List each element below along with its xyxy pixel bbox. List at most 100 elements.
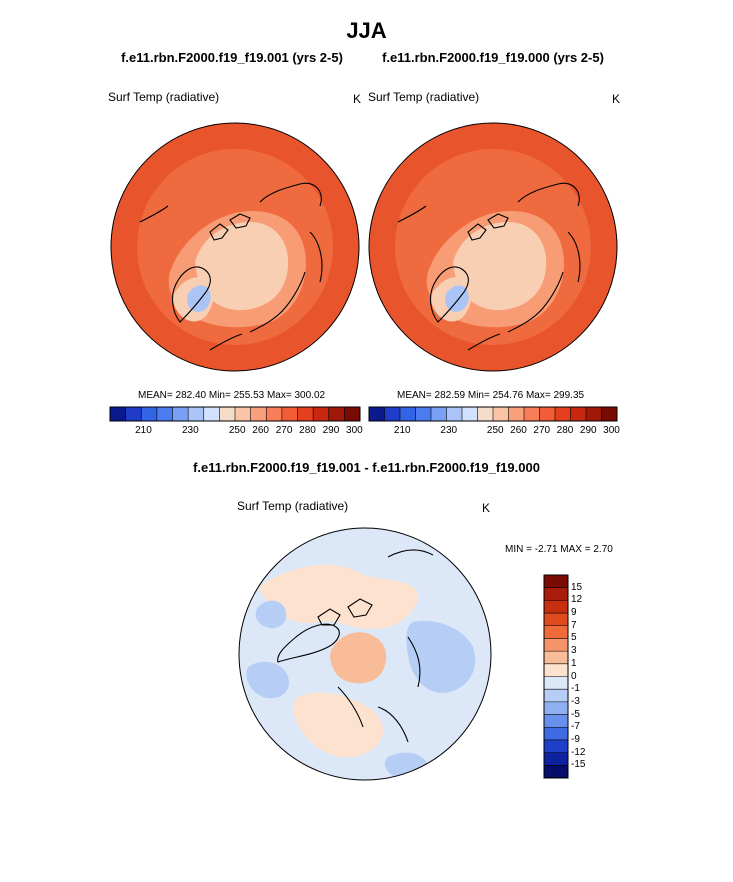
colorbar-swatch: [544, 651, 568, 665]
diff-negative-region: [406, 620, 476, 693]
difference-field-label: Surf Temp (radiative): [237, 499, 349, 513]
colorbar-tick-label: 230: [440, 425, 458, 436]
figure-title: JJA: [346, 18, 387, 43]
colorbar-swatch: [125, 407, 142, 421]
panel-2-stats: MEAN= 282.59 Min= 254.76 Max= 299.35: [397, 390, 585, 401]
colorbar-tick-label: 5: [571, 632, 577, 644]
colorbar-tick-label: 270: [275, 425, 293, 436]
coastlines: [139, 182, 323, 351]
colorbar-swatch: [493, 407, 509, 421]
arctic-interior: [195, 222, 289, 311]
colorbar-swatch: [544, 613, 568, 627]
colorbar-swatch: [544, 765, 568, 779]
colorbar-tick-label: -9: [571, 733, 580, 745]
colorbar-tick-label: -5: [571, 708, 580, 720]
panel-2-polar-map: [368, 122, 618, 372]
coastlines: [397, 182, 581, 351]
colorbar-swatch: [110, 407, 127, 421]
map-border: [110, 122, 360, 372]
panel-2-field-label: Surf Temp (radiative): [368, 90, 480, 104]
colorbar-border: [543, 574, 569, 779]
panel-1-colorbar: [109, 406, 361, 422]
colorbar-swatch: [462, 407, 478, 421]
colorbar-tick-label: -1: [571, 683, 580, 695]
colorbar-swatch: [141, 407, 158, 421]
colorbar-tick-label: 290: [579, 425, 597, 436]
map-border: [238, 527, 492, 781]
colorbar-tick-label: 0: [571, 670, 577, 682]
colorbar-swatch: [384, 407, 401, 421]
colorbar-tick-label: 280: [299, 425, 316, 436]
colorbar-tick-label: 290: [322, 425, 340, 436]
colorbar-swatch: [156, 407, 173, 421]
colorbar-swatch: [544, 638, 568, 652]
colorbar-swatch: [219, 407, 236, 421]
colorbar-swatch: [297, 407, 314, 421]
panel-1-field-label: Surf Temp (radiative): [108, 90, 220, 104]
colorbar-tick-label: -15: [571, 759, 586, 771]
panel-2-case-title: f.e11.rbn.F2000.f19_f19.000 (yrs 2-5): [382, 50, 604, 65]
colorbar-swatch: [544, 600, 568, 614]
colorbar-tick-label: 1: [571, 657, 577, 669]
colorbar-tick-label: -3: [571, 695, 580, 707]
colorbar-tick-label: 3: [571, 645, 577, 657]
colorbar-swatch: [266, 407, 283, 421]
colorbar-swatch: [544, 701, 568, 716]
colorbar-swatch: [544, 727, 568, 741]
diff-positive-region: [293, 692, 383, 758]
panel-2-unit-label: K: [612, 92, 621, 106]
colorbar-swatch: [544, 575, 568, 589]
colorbar-swatch: [524, 407, 540, 421]
colorbar-swatch: [544, 663, 568, 677]
panel-1-unit-label: K: [353, 92, 362, 106]
panel-1-case-title: f.e11.rbn.F2000.f19_f19.001 (yrs 2-5): [121, 50, 343, 65]
greenland-ice-min: [187, 285, 211, 312]
diff-warm-core: [330, 632, 387, 684]
colorbar-swatch: [544, 739, 568, 754]
colorbar-tick-label: 9: [571, 607, 577, 619]
arctic-interior: [453, 222, 547, 311]
colorbar-swatch: [508, 407, 525, 421]
colorbar-swatch: [400, 407, 416, 421]
colorbar-swatch: [570, 407, 587, 421]
colorbar-swatch: [544, 587, 568, 601]
difference-polar-map: [238, 527, 492, 781]
colorbar-swatch: [281, 407, 298, 421]
colorbar-tick-label: 280: [556, 425, 574, 436]
colorbar-swatch: [250, 407, 267, 421]
colorbar-swatch: [477, 407, 494, 421]
colorbar-tick-label: 230: [181, 425, 199, 436]
diff-negative-region: [255, 600, 287, 629]
diff-negative-region: [246, 661, 289, 699]
panel-2-colorbar: [368, 406, 618, 422]
colorbar-swatch: [203, 407, 220, 421]
panel-1-stats: MEAN= 282.40 Min= 255.53 Max= 300.02: [138, 390, 326, 401]
difference-title: f.e11.rbn.F2000.f19_f19.001 - f.e11.rbn.…: [193, 460, 540, 475]
colorbar-swatch: [544, 752, 568, 766]
colorbar-swatch: [446, 407, 463, 421]
colorbar-swatch: [544, 676, 568, 690]
colorbar-tick-label: 15: [571, 581, 583, 593]
colorbar-swatch: [544, 714, 568, 728]
colorbar-swatch: [544, 625, 568, 639]
colorbar-swatch: [539, 407, 556, 421]
colorbar-tick-label: 270: [533, 425, 551, 436]
colorbar-tick-label: 250: [228, 425, 246, 436]
difference-minmax: MIN = -2.71 MAX = 2.70: [505, 544, 613, 555]
colorbar-swatch: [586, 407, 602, 421]
colorbar-tick-label: 12: [571, 594, 583, 606]
colorbar-swatch: [415, 407, 432, 421]
panel-1-polar-map: [110, 122, 360, 372]
colorbar-swatch: [544, 689, 568, 703]
colorbar-tick-label: -12: [571, 746, 586, 758]
colorbar-swatch: [172, 407, 189, 421]
diff-positive-region: [258, 564, 419, 630]
map-border: [368, 122, 618, 372]
difference-colorbar: [543, 574, 569, 779]
colorbar-tick-label: 250: [486, 425, 504, 436]
difference-unit-label: K: [482, 501, 491, 515]
colorbar-tick-label: 210: [135, 425, 152, 436]
coastlines: [277, 549, 434, 743]
colorbar-swatch: [344, 407, 361, 421]
colorbar-swatch: [328, 407, 345, 421]
